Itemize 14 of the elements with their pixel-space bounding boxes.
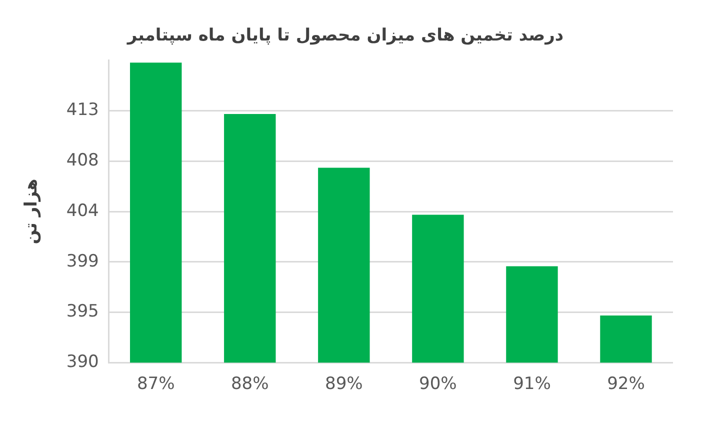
chart-title: درصد تخمین های میزان محصول تا پایان ماه سپتامبر [126, 26, 564, 46]
y-axis-title: هزار تن [22, 178, 42, 244]
x-tick-label: 88% [230, 374, 269, 394]
x-tick-label: 90% [419, 374, 457, 394]
y-tick-label: 413 [66, 100, 99, 120]
y-tick-label: 404 [66, 200, 99, 221]
x-tick-label: 89% [325, 374, 363, 394]
y-tick-label: 390 [66, 352, 99, 372]
x-tick-label: 87% [136, 374, 175, 394]
x-tick-label: 92% [607, 374, 645, 394]
y-tick-label: 395 [66, 302, 99, 322]
x-tick-label: 91% [513, 374, 551, 394]
y-tick-label: 399 [66, 251, 99, 272]
y-tick-label: 408 [66, 150, 99, 171]
